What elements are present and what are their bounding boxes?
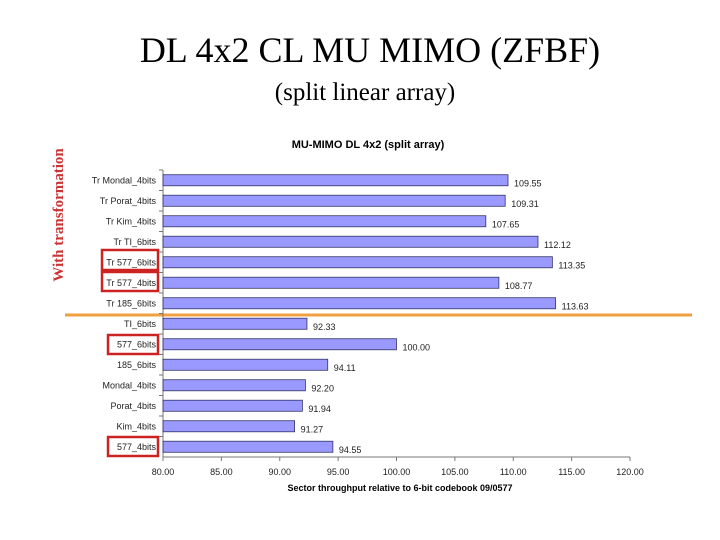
y-tick-label: Mondal_4bits — [102, 380, 156, 390]
y-tick-label: Tr 577_4bits — [106, 278, 156, 288]
value-label: 91.94 — [308, 404, 331, 414]
highlight-box — [100, 270, 160, 293]
bar — [162, 379, 306, 392]
bar — [162, 338, 397, 351]
bar — [162, 174, 509, 187]
value-label: 109.31 — [511, 199, 539, 209]
y-tick-label: Tr Mondal_4bits — [92, 175, 157, 185]
bar — [162, 297, 557, 310]
y-tick-label: Kim_4bits — [116, 421, 156, 431]
x-tick-label: 95.00 — [327, 467, 350, 477]
x-tick-label: 105.00 — [441, 467, 469, 477]
y-tick-label: Tr 185_6bits — [106, 298, 156, 308]
value-label: 92.20 — [311, 383, 334, 393]
x-tick-label: 100.00 — [383, 467, 411, 477]
value-label: 113.35 — [558, 260, 585, 270]
bar — [162, 215, 487, 228]
value-label: 109.55 — [514, 178, 542, 188]
side-label: With transformation — [51, 148, 67, 282]
y-tick-label: Tr Porat_4bits — [100, 196, 157, 206]
slide-subtitle: (split linear array) — [275, 79, 455, 106]
x-tick-label: 115.00 — [558, 467, 585, 477]
bar — [162, 276, 500, 289]
highlight-box — [106, 333, 160, 356]
value-label: 92.33 — [313, 322, 336, 332]
x-axis-label: Sector throughput relative to 6-bit code… — [287, 483, 512, 493]
y-tick-label: 185_6bits — [117, 360, 157, 370]
value-label: 113.63 — [562, 301, 589, 311]
chart-title: MU-MIMO DL 4x2 (split array) — [292, 139, 445, 151]
x-tick-label: 120.00 — [616, 467, 644, 477]
y-tick-label: TI_6bits — [124, 319, 157, 329]
x-tick-label: 110.00 — [500, 467, 527, 477]
y-tick-label: 577_4bits — [117, 442, 157, 452]
x-tick-label: 85.00 — [210, 467, 233, 477]
slide-title: DL 4x2 CL MU MIMO (ZFBF) — [140, 30, 600, 70]
y-tick-label: Tr 577_6bits — [106, 257, 156, 267]
y-tick-label: Porat_4bits — [110, 401, 156, 411]
highlight-box — [100, 248, 160, 272]
value-label: 112.12 — [544, 240, 571, 250]
value-label: 91.27 — [301, 424, 324, 434]
bar — [162, 256, 553, 269]
value-label: 107.65 — [492, 219, 520, 229]
x-tick-label: 80.00 — [152, 467, 175, 477]
value-label: 108.77 — [505, 281, 533, 291]
x-tick-label: 90.00 — [268, 467, 291, 477]
bar — [162, 440, 334, 453]
y-tick-label: Tr TI_6bits — [113, 237, 156, 247]
value-label: 100.00 — [403, 342, 431, 352]
bar — [162, 399, 303, 412]
value-label: 94.55 — [339, 445, 362, 455]
bar — [162, 194, 506, 207]
highlight-box — [106, 435, 160, 458]
bar — [162, 358, 329, 371]
bar — [162, 235, 539, 248]
y-tick-label: 577_6bits — [117, 339, 157, 349]
value-label: 94.11 — [334, 363, 356, 373]
y-tick-label: Tr Kim_4bits — [106, 216, 157, 226]
bar — [162, 317, 308, 330]
bar — [162, 420, 295, 433]
